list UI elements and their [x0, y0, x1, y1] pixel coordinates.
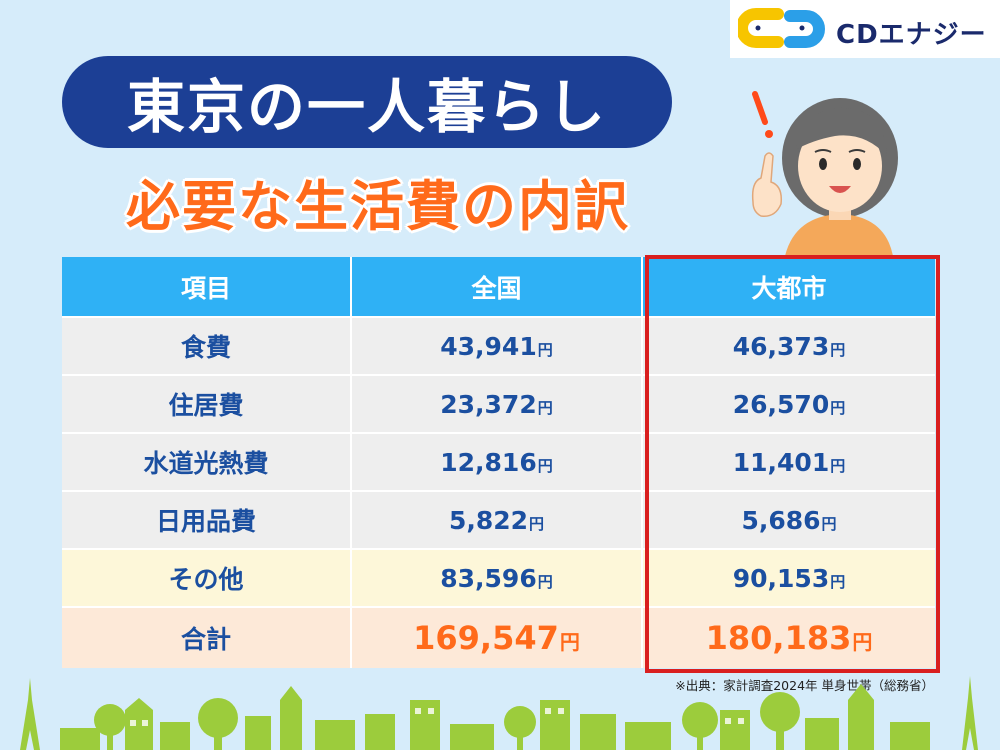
row-item: 住居費	[62, 374, 352, 432]
unit-label: 円	[830, 456, 846, 475]
townscape-icon	[20, 676, 978, 750]
header-item: 項目	[62, 257, 352, 316]
table-row: 日用品費 5,822円 5,686円	[62, 490, 935, 548]
city-total: 180,183円	[643, 606, 935, 668]
unit-label: 円	[852, 630, 873, 654]
unit-label: 円	[830, 572, 846, 591]
unit-label: 円	[537, 456, 553, 475]
source-note: ※出典：家計調査2024年 単身世帯（総務省）	[675, 678, 934, 693]
cost-table: 項目 全国 大都市 食費 43,941円 46,373円 住居費 23,372円…	[62, 257, 935, 668]
row-item: その他	[62, 548, 352, 606]
unit-label: 円	[559, 630, 580, 654]
national-value: 43,941円	[352, 316, 643, 374]
national-value: 23,372円	[352, 374, 643, 432]
unit-label: 円	[529, 514, 545, 533]
table-row: 水道光熱費 12,816円 11,401円	[62, 432, 935, 490]
city-value: 46,373円	[643, 316, 935, 374]
unit-label: 円	[537, 398, 553, 417]
table-total-row: 合計 169,547円 180,183円	[62, 606, 935, 668]
exclamation-icon	[752, 91, 773, 138]
city-value: 26,570円	[643, 374, 935, 432]
row-item: 日用品費	[62, 490, 352, 548]
table-header-row: 項目 全国 大都市	[62, 257, 935, 316]
national-total: 169,547円	[352, 606, 643, 668]
row-item: 水道光熱費	[62, 432, 352, 490]
unit-label: 円	[537, 572, 553, 591]
city-value: 90,153円	[643, 548, 935, 606]
unit-label: 円	[821, 514, 837, 533]
title-banner: 東京の一人暮らし	[62, 56, 672, 148]
city-value: 5,686円	[643, 490, 935, 548]
row-item: 合計	[62, 606, 352, 668]
woman-pointing-icon	[751, 91, 898, 256]
header-national: 全国	[352, 257, 643, 316]
unit-label: 円	[830, 340, 846, 359]
city-value: 11,401円	[643, 432, 935, 490]
national-value: 12,816円	[352, 432, 643, 490]
logo: CDエナジー	[730, 0, 1000, 58]
table-row: 食費 43,941円 46,373円	[62, 316, 935, 374]
table-row: その他 83,596円 90,153円	[62, 548, 935, 606]
header-city: 大都市	[643, 257, 935, 316]
unit-label: 円	[537, 340, 553, 359]
cd-logo-icon	[738, 7, 825, 48]
page-title: 東京の一人暮らし	[126, 73, 607, 141]
page-subtitle: 必要な生活費の内訳	[126, 175, 630, 238]
national-value: 83,596円	[352, 548, 643, 606]
row-item: 食費	[62, 316, 352, 374]
logo-text: CDエナジー	[836, 20, 987, 50]
national-value: 5,822円	[352, 490, 643, 548]
table-row: 住居費 23,372円 26,570円	[62, 374, 935, 432]
unit-label: 円	[830, 398, 846, 417]
